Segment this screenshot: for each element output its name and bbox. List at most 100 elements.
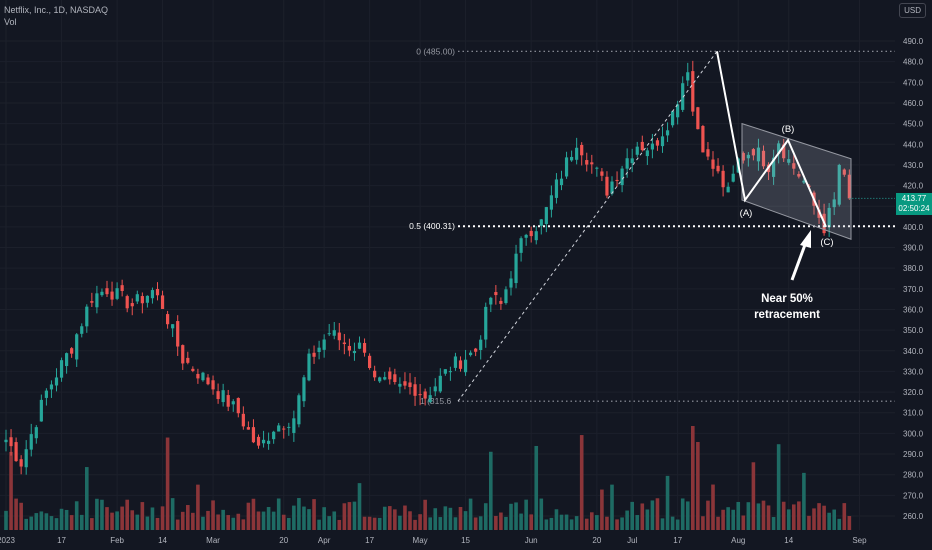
volume-bar	[347, 502, 352, 530]
volume-bar	[377, 517, 382, 530]
time-tick-label: 14	[784, 536, 793, 545]
volume-bar	[175, 519, 180, 530]
candle-body	[504, 289, 508, 304]
time-tick-label: 17	[365, 536, 374, 545]
volume-bar	[226, 515, 230, 530]
volume-bar	[256, 511, 261, 530]
candle-body	[463, 359, 468, 373]
volume-bar	[281, 514, 286, 530]
volume-bar	[44, 513, 49, 530]
candle-body	[211, 380, 215, 390]
time-tick-label: Sep	[852, 536, 867, 545]
volume-bar	[246, 502, 251, 530]
volume-bar	[211, 500, 215, 530]
candle-body	[660, 136, 665, 147]
volume-bar	[145, 516, 150, 530]
candle-body	[676, 104, 680, 118]
candle-body	[44, 390, 48, 398]
candle-body	[630, 158, 634, 164]
candle-body	[514, 253, 518, 284]
time-tick-label: Jul	[627, 536, 637, 545]
candle-body	[307, 353, 311, 381]
candle-body	[287, 426, 291, 428]
price-tick-label: 440.0	[903, 140, 924, 149]
candle-body	[458, 360, 463, 369]
price-tick-label: 330.0	[903, 367, 924, 376]
candle-body	[54, 377, 59, 386]
volume-bar	[342, 503, 347, 530]
candle-body	[832, 199, 836, 208]
volume-bar	[39, 511, 44, 530]
candle-body	[817, 209, 821, 218]
time-tick-label: 20	[592, 536, 601, 545]
time-tick-label: Feb	[110, 536, 124, 545]
volume-bar	[95, 498, 99, 530]
candle-body	[827, 207, 831, 228]
volume-bar	[423, 499, 427, 530]
candle-body	[29, 434, 33, 450]
note-text-line1: Near 50%	[761, 293, 813, 305]
candle-body	[352, 351, 357, 354]
candle-body	[655, 140, 660, 146]
price-tick-label: 420.0	[903, 182, 924, 191]
volume-bar	[317, 519, 321, 530]
volume-bar	[514, 502, 518, 530]
currency-badge[interactable]: USD	[899, 3, 926, 18]
volume-bar	[590, 512, 594, 530]
candle-body	[519, 238, 523, 253]
candle-body	[115, 288, 119, 299]
volume-bar	[640, 503, 645, 530]
volume-bar	[276, 498, 281, 530]
volume-bar	[731, 509, 735, 530]
volume-bar	[69, 515, 74, 530]
candle-body	[716, 165, 720, 172]
candle-body	[95, 293, 99, 308]
volume-bar	[186, 505, 190, 530]
candle-body	[575, 147, 579, 160]
volume-bar	[201, 516, 205, 530]
candle-body	[413, 384, 417, 396]
candle-body	[590, 162, 594, 165]
candle-body	[731, 173, 735, 182]
volume-bar	[448, 507, 453, 530]
time-axis[interactable]: 2023 17 Feb 14 Mar 20 Apr 17 May 15 Jun 20 Jul 17 Aug 1…	[0, 536, 867, 545]
candle-body	[70, 348, 74, 354]
fib-level-label: 1 (315.6	[420, 396, 451, 406]
last-price-tag: 413.77 02:50:24	[896, 193, 932, 215]
time-tick-label: Jun	[525, 536, 538, 545]
volume-bar	[362, 516, 367, 530]
symbol-title[interactable]: Netflix, Inc., 1D, NASDAQ	[4, 5, 109, 15]
candle-body	[216, 391, 220, 400]
candle-body	[751, 149, 755, 156]
price-tick-label: 320.0	[903, 388, 924, 397]
volume-bar	[807, 515, 811, 530]
volume-bar	[691, 426, 695, 530]
candle-body	[726, 186, 730, 193]
candle-body	[701, 125, 705, 153]
candle-body	[711, 159, 715, 169]
candle-body	[383, 377, 387, 380]
candle-body	[534, 231, 538, 241]
candle-body	[782, 144, 786, 159]
volume-bar	[771, 517, 776, 530]
candle-body	[261, 439, 266, 444]
candle-body	[741, 153, 745, 161]
price-axis[interactable]: 260.0 270.0 280.0 290.0 300.0 310.0 320.0 330.0…	[903, 37, 924, 521]
candle-body	[176, 321, 180, 347]
volume-legend-label[interactable]: Vol	[4, 17, 17, 27]
candle-body	[368, 355, 372, 369]
price-tick-label: 380.0	[903, 264, 924, 273]
volume-bar	[135, 514, 140, 530]
volume-bar	[600, 489, 604, 530]
candle-body	[226, 395, 230, 407]
volume-bar	[463, 511, 468, 530]
volume-bar	[367, 516, 372, 530]
wave-label: (A)	[740, 208, 753, 219]
volume-bar	[54, 518, 59, 530]
volume-bar	[645, 509, 650, 530]
volume-bar	[539, 498, 544, 530]
candle-body	[166, 314, 170, 325]
candle-body	[49, 384, 54, 390]
candle-body	[686, 72, 690, 81]
